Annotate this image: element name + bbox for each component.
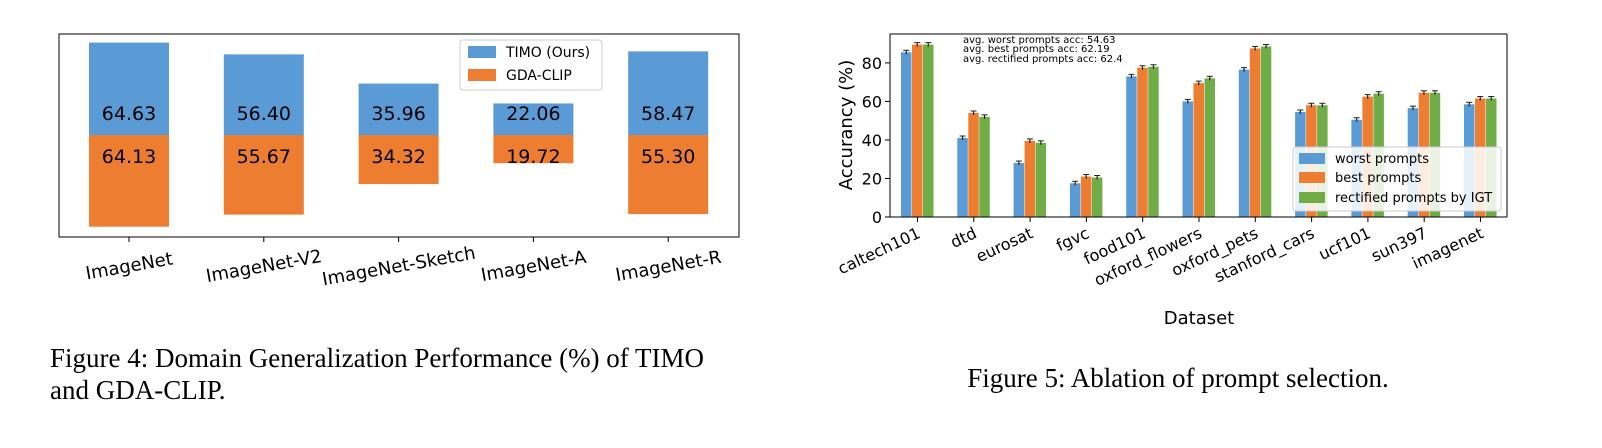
legend-swatch-best <box>1299 172 1325 183</box>
value-label-gda-clip-imagenet-sketch: 34.32 <box>371 146 425 168</box>
value-label-timo-imagenet-sketch: 35.96 <box>371 103 425 125</box>
bar-rectified-prompts-by-igt-caltech101 <box>923 44 934 217</box>
bar-rectified-prompts-by-igt-fgvc <box>1091 177 1103 217</box>
y-tick-label-40: 40 <box>862 131 882 150</box>
legend-label-gda-clip: GDA-CLIP <box>506 68 572 84</box>
value-label-timo-imagenet-v2: 56.40 <box>237 103 291 125</box>
legend-swatch-worst <box>1299 153 1325 164</box>
bar-best-prompts-eurosat <box>1024 140 1036 217</box>
y-tick-label-80: 80 <box>862 54 882 73</box>
bar-rectified-prompts-by-igt-eurosat <box>1035 142 1047 217</box>
chart1-caption-line-2: and GDA-CLIP. <box>50 375 226 405</box>
y-tick-label-0: 0 <box>872 208 882 227</box>
legend-swatch-rectified <box>1299 192 1325 203</box>
bar-worst-prompts-dtd <box>957 138 968 217</box>
value-label-gda-clip-imagenet-v2: 55.67 <box>237 146 291 168</box>
bar-worst-prompts-oxford-pets <box>1238 69 1250 217</box>
x-tick-label-caltech101: caltech101 <box>835 223 923 278</box>
legend-swatch-timo <box>468 46 496 58</box>
x-tick-label-imagenet-sketch: ImageNet-Sketch <box>321 243 477 291</box>
value-label-gda-clip-imagenet-r: 55.30 <box>641 146 695 168</box>
bar-worst-prompts-fgvc <box>1069 183 1081 217</box>
bar-rectified-prompts-by-igt-dtd <box>979 116 990 217</box>
value-label-gda-clip-imagenet-a: 19.72 <box>506 146 560 168</box>
x-tick-label-eurosat: eurosat <box>973 223 1036 266</box>
bar-rectified-prompts-by-igt-oxford-flowers <box>1204 78 1215 217</box>
annotation-worst-avg: avg. worst prompts acc: 54.63 <box>963 35 1116 46</box>
value-label-timo-imagenet: 64.63 <box>102 103 156 125</box>
bar-worst-prompts-food101 <box>1126 76 1137 218</box>
annotation-best-avg: avg. best prompts acc: 62.19 <box>963 44 1110 55</box>
bar-worst-prompts-oxford-flowers <box>1182 101 1193 217</box>
bar-rectified-prompts-by-igt-food101 <box>1148 66 1159 217</box>
bar-gda-clip-imagenet-r <box>628 135 709 215</box>
bar-best-prompts-fgvc <box>1080 176 1092 217</box>
annotation-rectified-avg: avg. rectified prompts acc: 62.4 <box>963 54 1123 65</box>
bar-best-prompts-oxford-pets <box>1249 48 1261 217</box>
chart2-y-axis-label: Accurancy (%) <box>836 60 857 190</box>
value-label-timo-imagenet-a: 22.06 <box>506 103 560 125</box>
chart1-legend: TIMO (Ours) GDA-CLIP <box>459 39 603 91</box>
value-label-timo-imagenet-r: 58.47 <box>641 103 695 125</box>
chart2-caption: Figure 5: Ablation of prompt selection. <box>967 363 1388 393</box>
chart2-legend: worst prompts best prompts rectified pro… <box>1292 146 1502 212</box>
bar-best-prompts-dtd <box>968 112 979 217</box>
bar-gda-clip-imagenet-sketch <box>358 135 439 185</box>
x-tick-label-imagenet-r: ImageNet-R <box>614 247 723 286</box>
y-tick-label-60: 60 <box>862 92 882 111</box>
x-tick-label-ucf101: ucf101 <box>1316 223 1374 264</box>
bar-best-prompts-food101 <box>1137 67 1148 217</box>
y-tick-label-20: 20 <box>862 169 882 188</box>
bar-timo-imagenet <box>89 42 169 135</box>
bar-timo-imagenet-v2 <box>223 54 304 135</box>
chart1-caption-line-1: Figure 4: Domain Generalization Performa… <box>50 343 704 373</box>
chart2-x-axis-label: Dataset <box>1164 308 1235 329</box>
legend-label-timo: TIMO (Ours) <box>505 45 590 61</box>
bar-rectified-prompts-by-igt-oxford-pets <box>1260 46 1272 217</box>
x-tick-label-imagenet-v2: ImageNet-V2 <box>205 246 324 287</box>
chart-domain-generalization: 64.63 64.13 56.40 55.67 35.96 34.32 22.06 19.72… <box>50 33 740 405</box>
bar-timo-imagenet-sketch <box>358 83 439 135</box>
value-label-gda-clip-imagenet: 64.13 <box>102 146 156 168</box>
bar-timo-imagenet-a <box>493 103 574 135</box>
x-tick-label-imagenet-a: ImageNet-A <box>479 247 588 286</box>
legend-label-rectified: rectified prompts by IGT <box>1335 191 1492 206</box>
legend-swatch-gda-clip <box>468 69 496 81</box>
x-tick-label-imagenet: ImageNet <box>84 248 174 284</box>
bar-timo-imagenet-r <box>628 51 709 135</box>
chart2-legend-box <box>1292 146 1502 212</box>
bar-worst-prompts-eurosat <box>1013 163 1025 217</box>
bar-gda-clip-imagenet-v2 <box>223 135 304 215</box>
bar-gda-clip-imagenet <box>89 135 169 227</box>
legend-label-worst: worst prompts <box>1335 152 1429 167</box>
legend-label-best: best prompts <box>1335 171 1422 186</box>
bar-best-prompts-oxford-flowers <box>1193 83 1204 217</box>
bar-worst-prompts-caltech101 <box>901 52 912 217</box>
bar-best-prompts-caltech101 <box>912 44 923 217</box>
bar-gda-clip-imagenet-a <box>493 135 574 164</box>
